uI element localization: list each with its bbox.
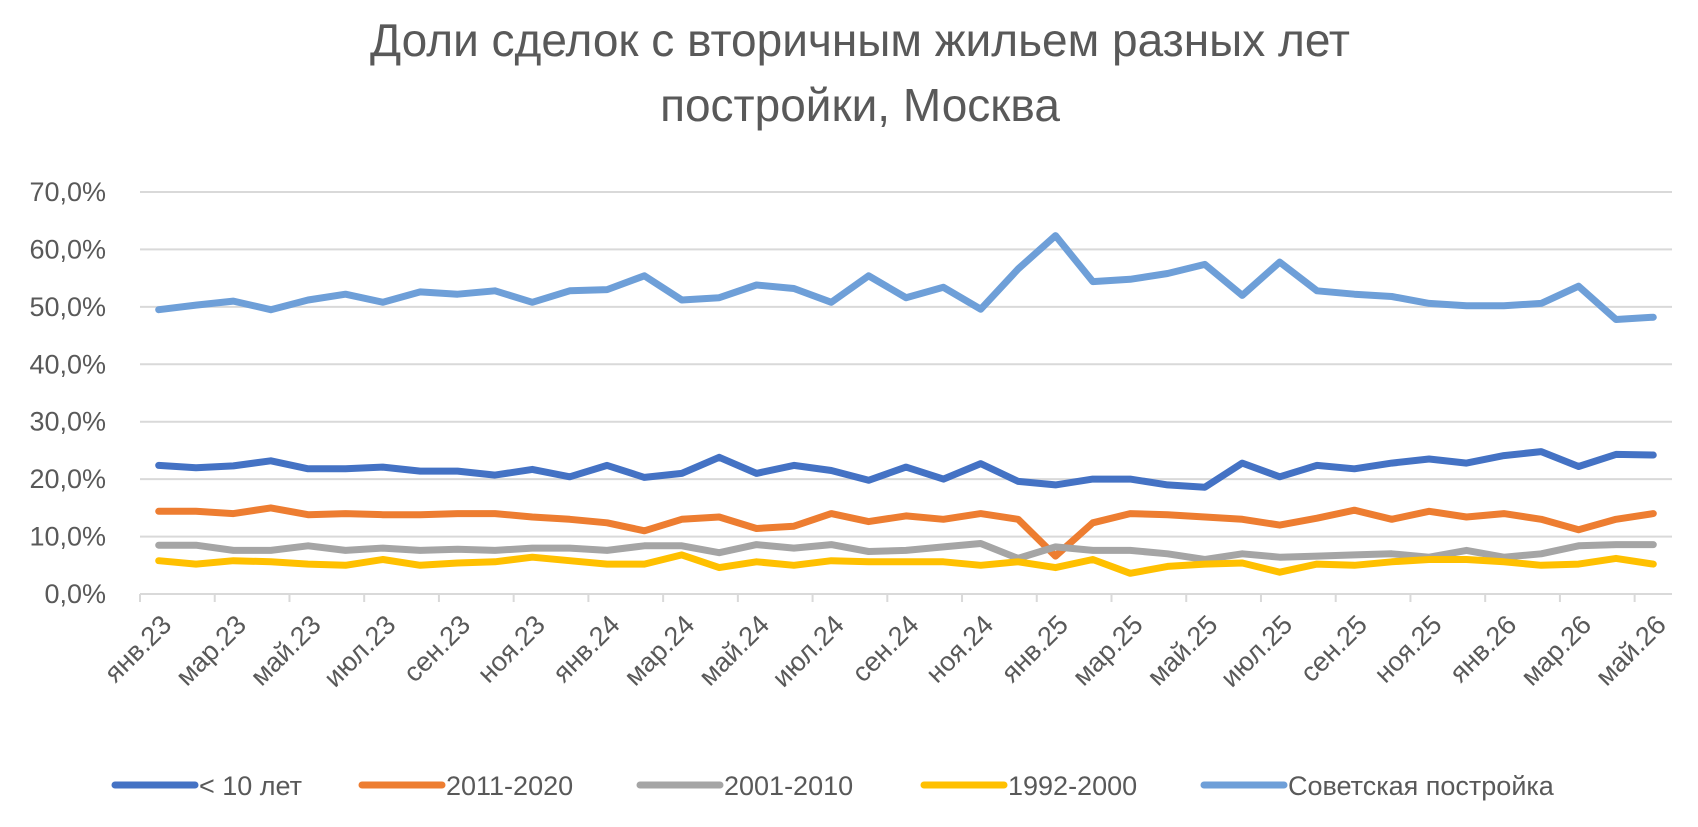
x-tick-label: май.25 <box>1141 609 1223 691</box>
x-tick-label: сен.25 <box>1294 609 1372 687</box>
y-tick-label: 50,0% <box>29 292 106 322</box>
x-tick-label: янв.24 <box>547 609 626 688</box>
y-tick-label: 10,0% <box>29 522 106 552</box>
y-tick-label: 30,0% <box>29 407 106 437</box>
chart-title-line-1: Доли сделок с вторичным жильем разных ле… <box>370 14 1350 66</box>
x-tick-label: мар.24 <box>618 609 700 691</box>
series-line-2 <box>155 504 1657 560</box>
legend-label: < 10 лет <box>199 771 302 801</box>
legend-label: 2001-2010 <box>724 771 853 801</box>
y-tick-label: 40,0% <box>29 349 106 379</box>
x-tick-label: июл.25 <box>1215 609 1298 692</box>
x-tick-label: мар.26 <box>1515 609 1597 691</box>
y-tick-label: 60,0% <box>29 234 106 264</box>
x-tick-label: ноя.25 <box>1368 609 1447 688</box>
gridlines <box>140 191 1672 595</box>
x-tick-label: май.26 <box>1590 609 1672 691</box>
chart-title-line-2: постройки, Москва <box>660 79 1060 131</box>
y-tick-label: 0,0% <box>44 579 106 609</box>
series-line-1 <box>155 448 1657 491</box>
x-tick-label: июл.24 <box>766 609 849 692</box>
series-line-5 <box>155 232 1657 323</box>
legend-label: 1992-2000 <box>1008 771 1137 801</box>
x-tick-label: мар.25 <box>1067 609 1149 691</box>
legend-label: 2011-2020 <box>446 771 573 801</box>
x-tick-label: янв.25 <box>995 609 1074 688</box>
series-line-4 <box>155 551 1657 577</box>
y-tick-label: 70,0% <box>29 177 106 207</box>
x-axis: янв.23мар.23май.23июл.23сен.23ноя.23янв.… <box>98 594 1672 693</box>
x-tick-label: ноя.23 <box>472 609 551 688</box>
x-tick-label: янв.23 <box>98 609 177 688</box>
y-axis: 0,0% 10,0% 20,0% 30,0% 40,0% 50,0% 60,0% 70,0% <box>29 177 106 609</box>
legend-label: Советская постройка <box>1288 771 1555 801</box>
x-tick-label: янв.26 <box>1444 609 1523 688</box>
chart-title: Доли сделок с вторичным жильем разных ле… <box>370 14 1350 131</box>
y-tick-label: 20,0% <box>29 464 106 494</box>
x-tick-label: июл.23 <box>318 609 401 692</box>
x-tick-label: ноя.24 <box>920 609 999 688</box>
x-tick-label: май.23 <box>245 609 327 691</box>
x-tick-label: май.24 <box>693 609 775 691</box>
legend: < 10 лет 2011-2020 2001-2010 1992-2000 Совет… <box>111 771 1555 801</box>
x-tick-label: сен.23 <box>398 609 476 687</box>
series-line-3 <box>155 540 1657 563</box>
x-tick-label: сен.24 <box>846 609 924 687</box>
data-series <box>155 232 1657 577</box>
x-tick-label: мар.23 <box>170 609 252 691</box>
